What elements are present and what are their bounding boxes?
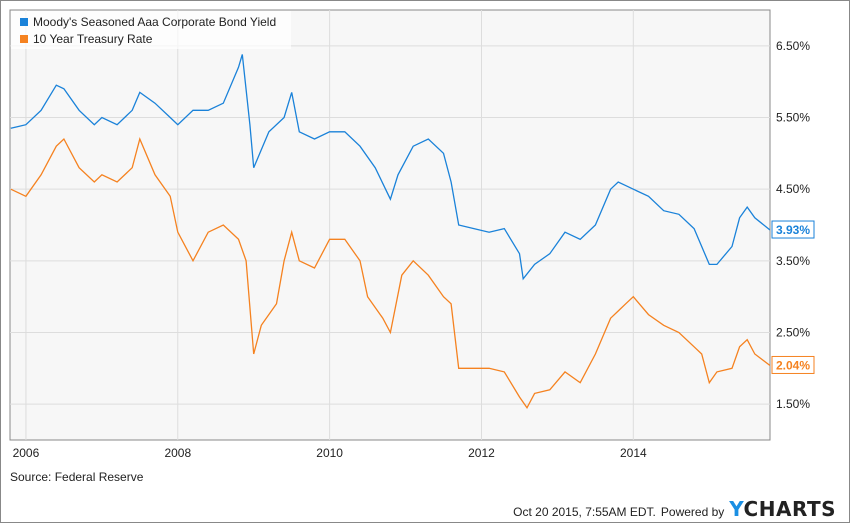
- legend-entry: 10 Year Treasury Rate: [33, 32, 153, 46]
- last-value-label-1: 2.04%: [771, 355, 815, 374]
- last-value-box: [771, 220, 815, 239]
- plot-area: [9, 9, 771, 441]
- series-line-1: [10, 137, 771, 410]
- legend-box: [11, 11, 291, 49]
- x-tick-label: 2010: [316, 446, 343, 460]
- y-tick-label: 2.50%: [776, 326, 810, 340]
- y-tick-label: 4.50%: [776, 182, 810, 196]
- x-tick-label: 2014: [620, 446, 647, 460]
- legend: Moody's Seasoned Aaa Corporate Bond Yiel…: [11, 11, 291, 49]
- y-tick-label: 6.50%: [776, 39, 810, 53]
- x-tick-label: 2006: [13, 446, 40, 460]
- ycharts-logo[interactable]: YCHARTS: [729, 497, 836, 521]
- y-tick-label: 1.50%: [776, 397, 810, 411]
- x-tick-label: 2008: [164, 446, 191, 460]
- last-value-label-0: 3.93%: [771, 220, 815, 239]
- legend-swatch: [20, 35, 28, 43]
- legend-swatch: [20, 18, 28, 26]
- last-value-text: 2.04%: [776, 358, 810, 372]
- y-tick-label: 5.50%: [776, 111, 810, 125]
- source-label: Source: Federal Reserve: [10, 470, 144, 484]
- last-value-text: 3.93%: [776, 223, 810, 237]
- legend-entry: Moody's Seasoned Aaa Corporate Bond Yiel…: [33, 15, 276, 29]
- footer: Oct 20 2015, 7:55AM EDT. Powered by YCHA…: [513, 497, 836, 521]
- last-value-box: [771, 355, 815, 374]
- timestamp: Oct 20 2015, 7:55AM EDT.: [513, 505, 656, 519]
- x-tick-label: 2012: [468, 446, 495, 460]
- y-tick-label: 3.50%: [776, 254, 810, 268]
- series-line-0: [10, 54, 771, 281]
- powered-by-label: Powered by: [660, 505, 725, 519]
